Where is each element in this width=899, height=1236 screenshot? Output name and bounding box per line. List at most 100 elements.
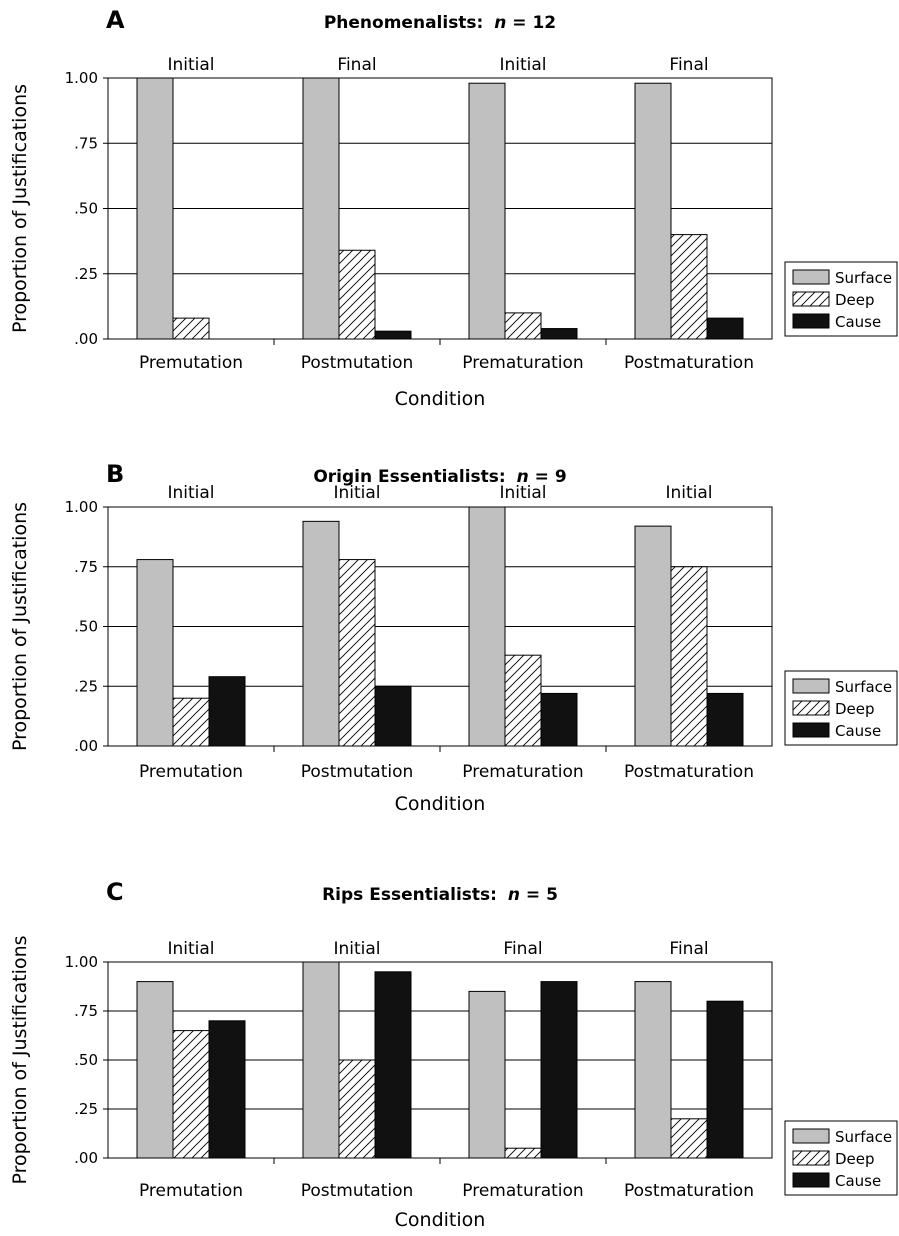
bar-deep-prematuration [504, 654, 542, 747]
panel-letter: A [106, 6, 125, 34]
legend-swatch-cause [792, 722, 830, 738]
y-tick-label: .00 [74, 737, 98, 755]
bar-deep-premutation [172, 317, 210, 340]
bar-surface-postmutation [302, 77, 340, 340]
bar-surface-premutation [136, 981, 174, 1159]
bar-deep-postmaturation [670, 566, 708, 747]
y-axis-title: Proportion of Justifications [9, 84, 31, 333]
y-axis-title: Proportion of Justifications [9, 935, 31, 1184]
category-label-2: Prematuration [462, 353, 583, 373]
legend-label-cause: Cause [835, 1172, 881, 1190]
y-tick-label: 1.00 [65, 498, 98, 516]
top-label-1: Final [337, 55, 376, 75]
y-tick-label: .50 [74, 200, 98, 218]
y-tick-label: .75 [74, 1002, 98, 1020]
bar-deep-postmutation [338, 559, 376, 747]
legend: Surface Deep Cause [784, 670, 898, 746]
y-tick-label: .00 [74, 1149, 98, 1167]
legend-swatch-deep [792, 1150, 830, 1166]
bar-cause-postmutation [374, 685, 412, 747]
legend-label-surface: Surface [835, 1128, 892, 1146]
y-tick-label: .50 [74, 618, 98, 636]
chart-title-n-symbol: n [508, 885, 520, 905]
bar-cause-postmaturation [706, 317, 744, 340]
bar-surface-postmaturation [634, 981, 672, 1159]
category-label-1: Postmutation [301, 762, 414, 782]
bar-deep-prematuration [504, 312, 542, 340]
legend-swatch-cause [792, 1172, 830, 1188]
bar-surface-postmutation [302, 520, 340, 747]
panel-letter: B [106, 460, 124, 488]
category-label-3: Postmaturation [624, 1181, 754, 1201]
legend: Surface Deep Cause [784, 261, 898, 337]
legend-swatch-surface [792, 1128, 830, 1144]
y-tick-label: 1.00 [65, 69, 98, 87]
top-label-0: Initial [167, 939, 214, 959]
bar-surface-premutation [136, 559, 174, 747]
top-label-0: Initial [167, 55, 214, 75]
y-tick-label: 1.00 [65, 953, 98, 971]
x-axis-title: Condition [395, 793, 486, 815]
legend-label-deep: Deep [835, 700, 875, 718]
y-tick-label: .25 [74, 265, 98, 283]
chart-title-main: Rips Essentialists: [322, 885, 503, 905]
chart-title-n-value: = 5 [520, 885, 558, 905]
y-tick-label: .50 [74, 1051, 98, 1069]
bar-cause-prematuration [540, 692, 578, 747]
category-label-0: Premutation [139, 1181, 243, 1201]
bar-cause-postmutation [374, 971, 412, 1159]
chart-title: Rips Essentialists: n = 5 [322, 885, 558, 905]
x-axis-title: Condition [395, 388, 486, 410]
bar-deep-premutation [172, 1030, 210, 1159]
bar-surface-postmutation [302, 961, 340, 1159]
legend-label-deep: Deep [835, 291, 875, 309]
top-label-1: Initial [333, 483, 380, 503]
legend-swatch-surface [792, 269, 830, 285]
chart-title: Origin Essentialists: n = 9 [313, 467, 566, 487]
category-label-0: Premutation [139, 353, 243, 373]
chart-title-main: Phenomenalists: [324, 13, 489, 33]
chart-title-n-symbol: n [517, 467, 529, 487]
category-label-3: Postmaturation [624, 353, 754, 373]
bar-surface-prematuration [468, 506, 506, 747]
category-label-0: Premutation [139, 762, 243, 782]
legend-swatch-deep [792, 291, 830, 307]
bar-deep-postmutation [338, 1059, 376, 1159]
y-tick-label: .25 [74, 1100, 98, 1118]
top-label-3: Final [669, 55, 708, 75]
category-label-1: Postmutation [301, 353, 414, 373]
bar-cause-premutation [208, 1020, 246, 1159]
top-label-1: Initial [333, 939, 380, 959]
legend: Surface Deep Cause [784, 1120, 898, 1196]
chart-title-n-value: = 9 [529, 467, 567, 487]
y-tick-label: .00 [74, 330, 98, 348]
bar-surface-postmaturation [634, 82, 672, 340]
bar-surface-prematuration [468, 990, 506, 1159]
bar-deep-prematuration [504, 1147, 542, 1159]
bar-surface-premutation [136, 77, 174, 340]
legend-label-deep: Deep [835, 1150, 875, 1168]
legend-swatch-cause [792, 313, 830, 329]
y-tick-label: .75 [74, 134, 98, 152]
chart-panel-c: C Rips Essentialists: n = 5 Initial Premuta… [9, 878, 898, 1231]
bar-cause-postmaturation [706, 692, 744, 747]
bar-deep-postmutation [338, 249, 376, 340]
top-label-3: Initial [665, 483, 712, 503]
chart-panel-b: B Origin Essentialists: n = 9InitialPremu… [9, 460, 898, 815]
top-label-0: Initial [167, 483, 214, 503]
chart-panel-a: A Phenomenalists: n = 12 Initial Premutatio… [9, 6, 898, 410]
bar-surface-prematuration [468, 82, 506, 340]
x-axis-title: Condition [395, 1209, 486, 1231]
legend-label-cause: Cause [835, 722, 881, 740]
bar-cause-prematuration [540, 328, 578, 340]
category-label-2: Prematuration [462, 762, 583, 782]
legend-label-cause: Cause [835, 313, 881, 331]
bar-cause-postmaturation [706, 1000, 744, 1159]
chart-title-n-symbol: n [494, 13, 506, 33]
legend-swatch-surface [792, 678, 830, 694]
bar-cause-premutation [208, 676, 246, 747]
chart-title-n-value: = 12 [506, 13, 556, 33]
chart-title: Phenomenalists: n = 12 [324, 13, 556, 33]
top-label-2: Final [503, 939, 542, 959]
